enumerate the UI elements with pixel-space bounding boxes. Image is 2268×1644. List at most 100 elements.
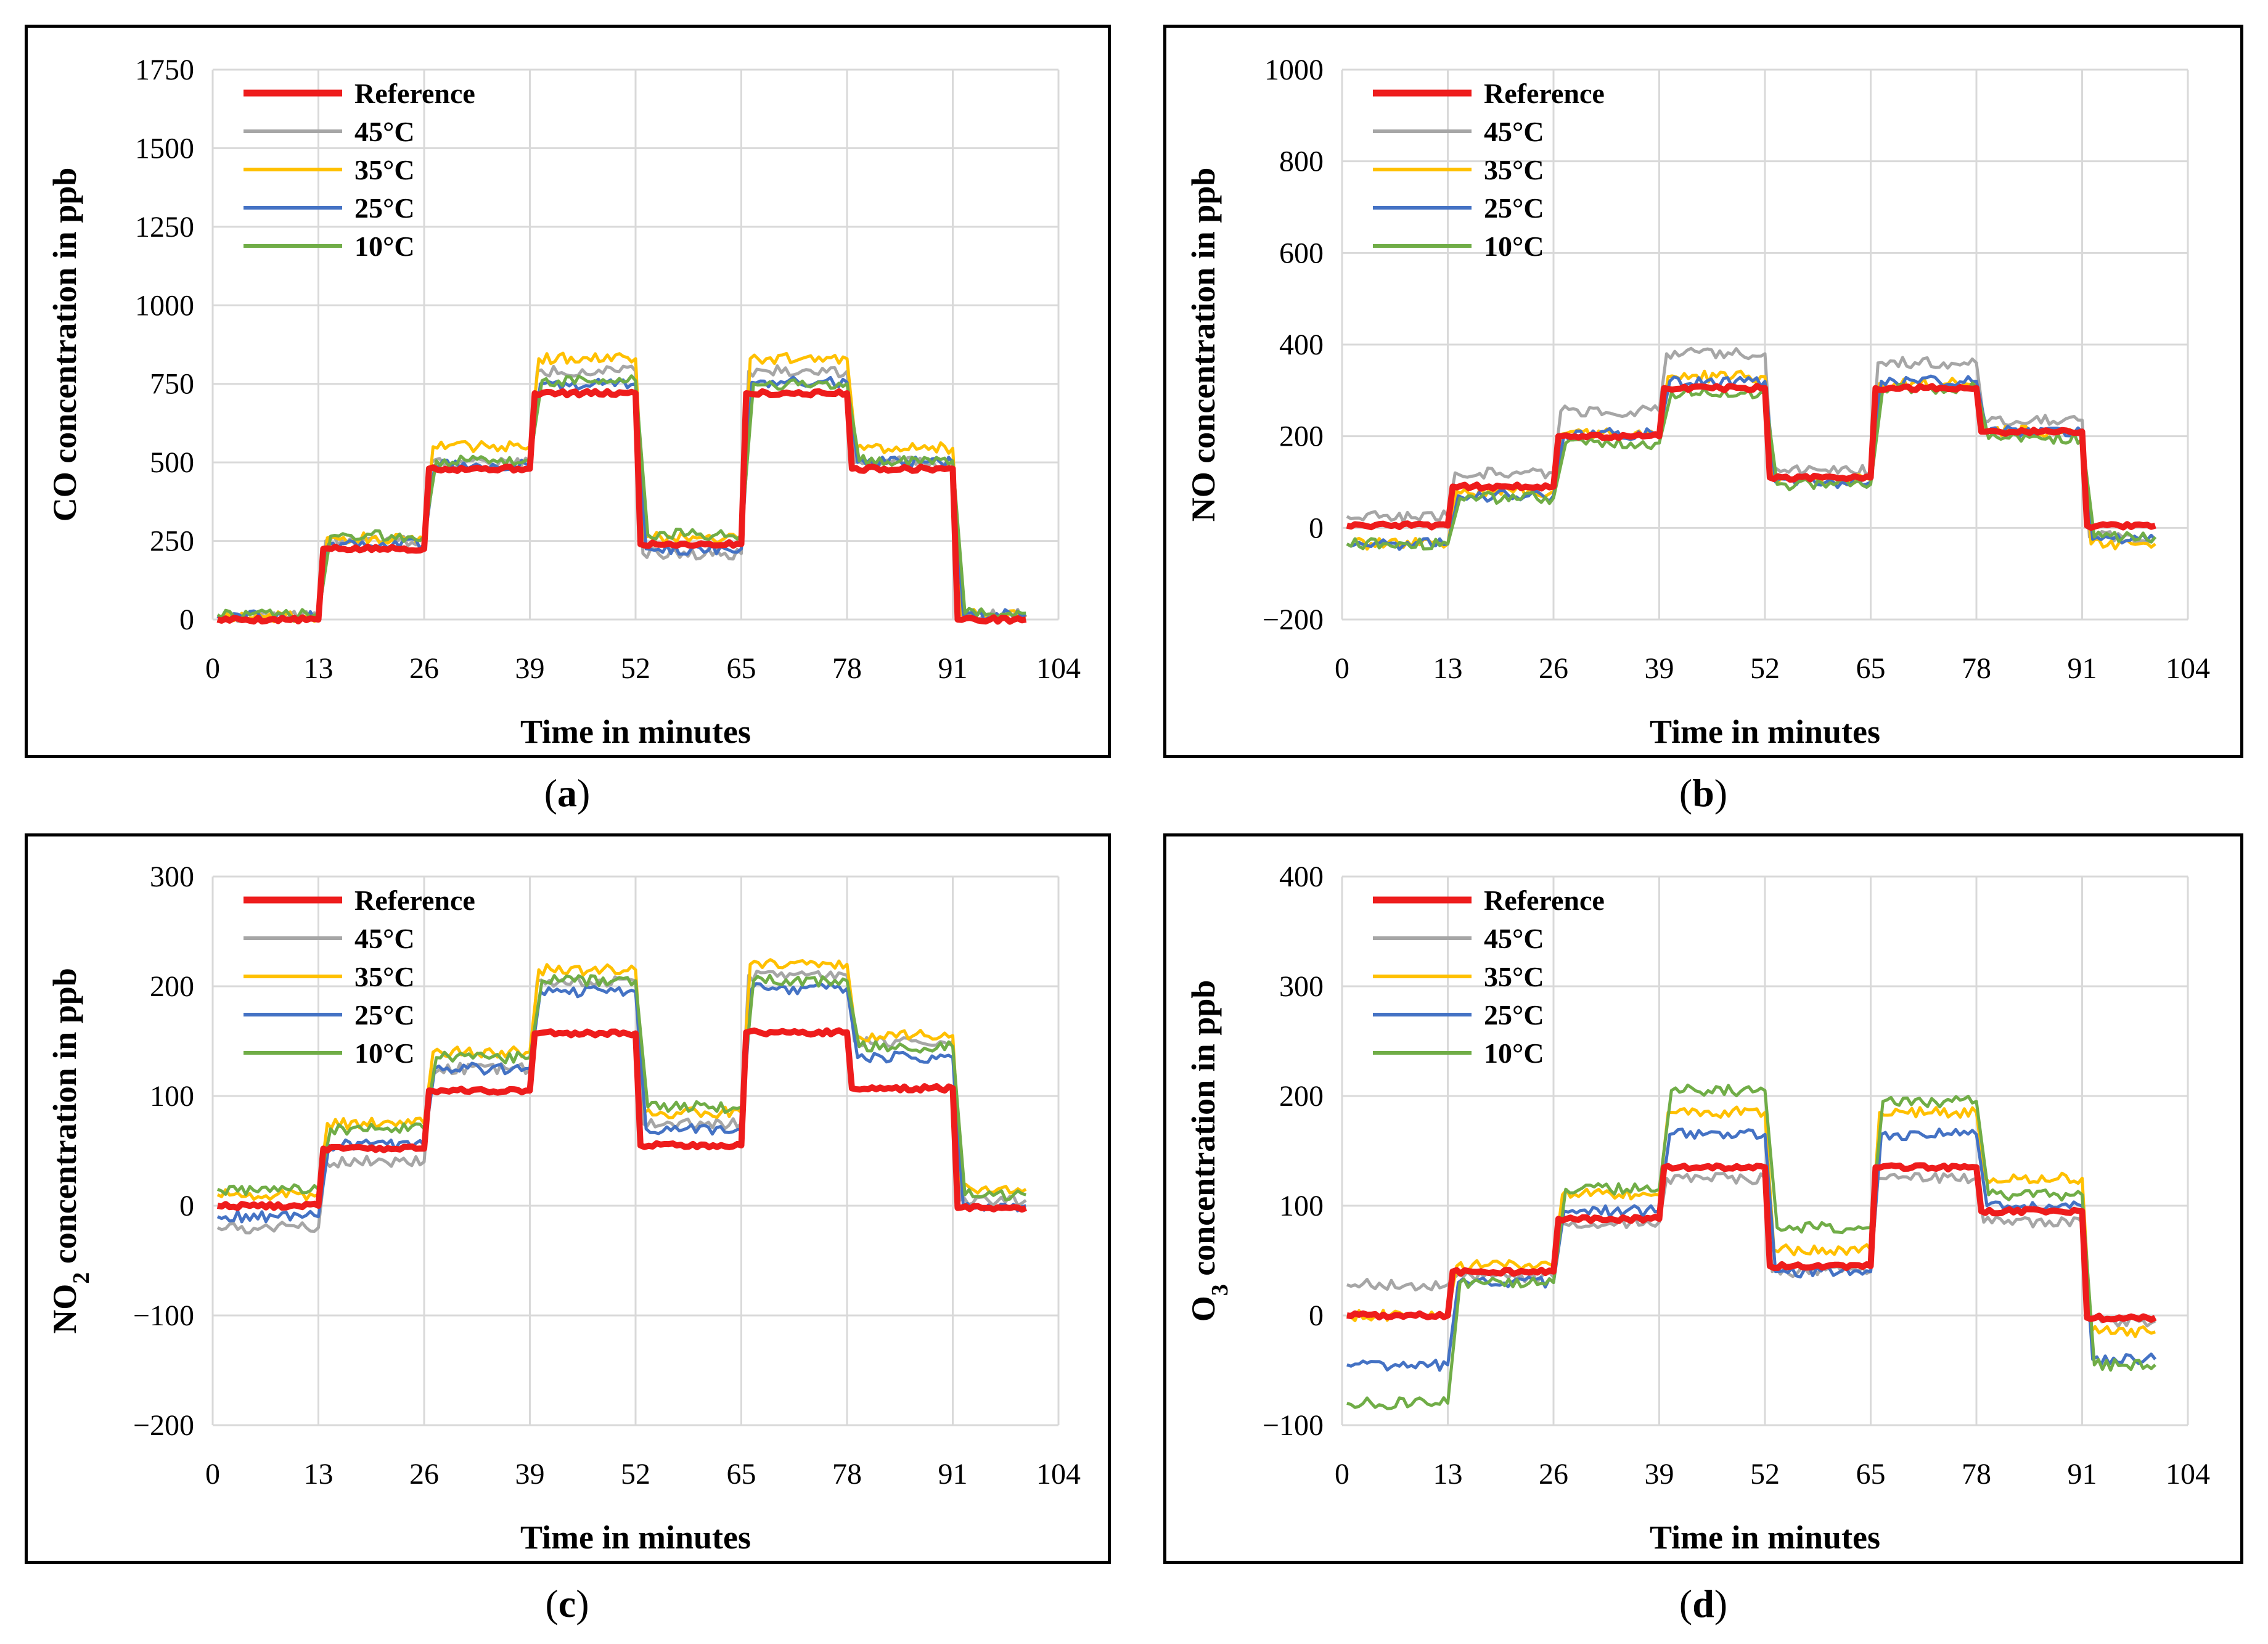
- x-axis-label: Time in minutes: [520, 713, 751, 750]
- x-tick-label: 0: [205, 652, 220, 685]
- series-line-3: [216, 982, 1026, 1224]
- x-tick-label: 13: [1433, 1458, 1463, 1491]
- y-tick-label: 0: [1309, 512, 1324, 544]
- x-tick-label: 65: [727, 652, 756, 685]
- series-line-0: [216, 1027, 1028, 1213]
- chart-d-svg: −100 0 100 200 300 400 0 13 26 39 52 65 78 91 104 Time …: [1185, 861, 2210, 1556]
- y-tick-label: 300: [1279, 970, 1324, 1003]
- legend-label: 45°C: [354, 116, 415, 147]
- y-tick-label: −100: [1263, 1409, 1324, 1442]
- y-tick-label: −200: [133, 1409, 194, 1442]
- series-line-4: [1346, 381, 2157, 551]
- x-tick-label: 91: [938, 652, 968, 685]
- legend-label: Reference: [1484, 78, 1605, 109]
- x-tick-label: 65: [1856, 1458, 1886, 1491]
- series-line-0: [1346, 1162, 2157, 1323]
- y-tick-label: 1250: [135, 211, 194, 243]
- legend-label: 10°C: [354, 231, 415, 262]
- y-axis-label: O3 concentration in ppb: [1185, 980, 1233, 1322]
- y-tick-label: −100: [133, 1299, 194, 1332]
- y-tick-label: 1000: [1264, 54, 1324, 86]
- x-tick-label: 13: [304, 652, 334, 685]
- x-tick-label: 0: [205, 1458, 220, 1491]
- y-tick-label: 300: [150, 861, 194, 893]
- x-tick-label: 52: [621, 1458, 650, 1491]
- x-tick-label: 52: [1750, 652, 1780, 685]
- y-axis-label: CO concentration in ppb: [46, 168, 83, 522]
- y-tick-label: 0: [179, 603, 194, 636]
- chart-panel-c: −200 −100 0 100 200 300 0 13 26 39 52 65 78 91 104 Time…: [25, 833, 1111, 1564]
- x-tick-label: 104: [2166, 1458, 2210, 1491]
- chart-panel-a: 0 250 500 750 1000 1250 1500 1750 0 13 26 39 52 65 78 9…: [25, 25, 1111, 758]
- x-tick-label: 39: [515, 652, 545, 685]
- caption-d-letter: d: [1692, 1582, 1714, 1626]
- series-line-2: [1346, 1105, 2156, 1338]
- caption-b-letter: b: [1692, 771, 1714, 815]
- y-tick-label: 600: [1279, 237, 1324, 269]
- series-line-3: [1346, 374, 2156, 551]
- caption-d: (d): [1679, 1582, 1728, 1626]
- y-tick-label: 750: [150, 368, 194, 401]
- legend-label: 45°C: [354, 923, 415, 954]
- x-tick-label: 26: [409, 1458, 439, 1491]
- legend-label: Reference: [354, 885, 475, 916]
- y-tick-label: 500: [150, 446, 194, 479]
- x-tick-label: 91: [2068, 1458, 2097, 1491]
- y-tick-label: 100: [1279, 1190, 1324, 1222]
- series-line-1: [216, 970, 1027, 1235]
- y-tick-label: −200: [1263, 603, 1324, 636]
- chart-b-svg: −200 0 200 400 600 800 1000 0 13 26 39 52 65 78 91 104 T…: [1185, 54, 2210, 750]
- legend-label: 45°C: [1484, 116, 1544, 147]
- y-tick-label: 1750: [135, 54, 194, 86]
- x-tick-label: 78: [832, 1458, 862, 1491]
- y-tick-label: 1000: [135, 289, 194, 322]
- x-axis-label: Time in minutes: [1650, 1519, 1880, 1556]
- series-line-1: [216, 364, 1028, 623]
- x-tick-label: 39: [515, 1458, 545, 1491]
- series-line-2: [216, 958, 1027, 1201]
- caption-a: (a): [544, 771, 591, 815]
- x-tick-label: 52: [621, 652, 650, 685]
- x-tick-label: 39: [1645, 1458, 1674, 1491]
- legend-label: 10°C: [1484, 1037, 1544, 1069]
- y-tick-label: 800: [1279, 145, 1324, 178]
- series-line-3: [216, 375, 1027, 623]
- legend-label: Reference: [1484, 885, 1605, 916]
- y-axis-label: NO concentration in ppb: [1185, 168, 1222, 522]
- x-tick-label: 65: [727, 1458, 756, 1491]
- series-line-4: [216, 374, 1026, 622]
- y-tick-label: 250: [150, 525, 194, 558]
- x-tick-label: 78: [832, 652, 862, 685]
- series-line-0: [1346, 383, 2156, 531]
- x-tick-label: 0: [1335, 652, 1349, 685]
- legend-label: 35°C: [354, 961, 415, 992]
- legend-label: 35°C: [354, 154, 415, 186]
- legend-label: 35°C: [1484, 154, 1544, 186]
- y-tick-label: 0: [1309, 1299, 1324, 1332]
- x-tick-label: 104: [2166, 652, 2210, 685]
- x-tick-label: 39: [1645, 652, 1674, 685]
- x-tick-label: 65: [1856, 652, 1886, 685]
- y-tick-label: 200: [1279, 1080, 1324, 1113]
- legend-label: 25°C: [1484, 999, 1544, 1031]
- legend-label: 10°C: [1484, 231, 1544, 262]
- x-tick-label: 0: [1335, 1458, 1349, 1491]
- x-axis-label: Time in minutes: [1650, 713, 1880, 750]
- legend-label: 35°C: [1484, 961, 1544, 992]
- caption-a-letter: a: [557, 771, 577, 815]
- series-line-4: [1346, 1083, 2156, 1410]
- caption-c: (c): [545, 1582, 589, 1626]
- legend-label: 25°C: [354, 999, 415, 1031]
- x-tick-label: 26: [1539, 652, 1568, 685]
- x-tick-label: 52: [1750, 1458, 1780, 1491]
- series-line-1: [1346, 346, 2156, 544]
- y-tick-label: 200: [150, 970, 194, 1003]
- x-tick-label: 104: [1036, 652, 1081, 685]
- x-tick-label: 13: [1433, 652, 1463, 685]
- chart-panel-d: −100 0 100 200 300 400 0 13 26 39 52 65 78 91 104 Time …: [1163, 833, 2243, 1564]
- legend-label: 10°C: [354, 1037, 415, 1069]
- y-tick-label: 100: [150, 1080, 194, 1113]
- y-tick-label: 1500: [135, 132, 194, 165]
- x-tick-label: 78: [1962, 1458, 1991, 1491]
- y-tick-label: 0: [179, 1190, 194, 1222]
